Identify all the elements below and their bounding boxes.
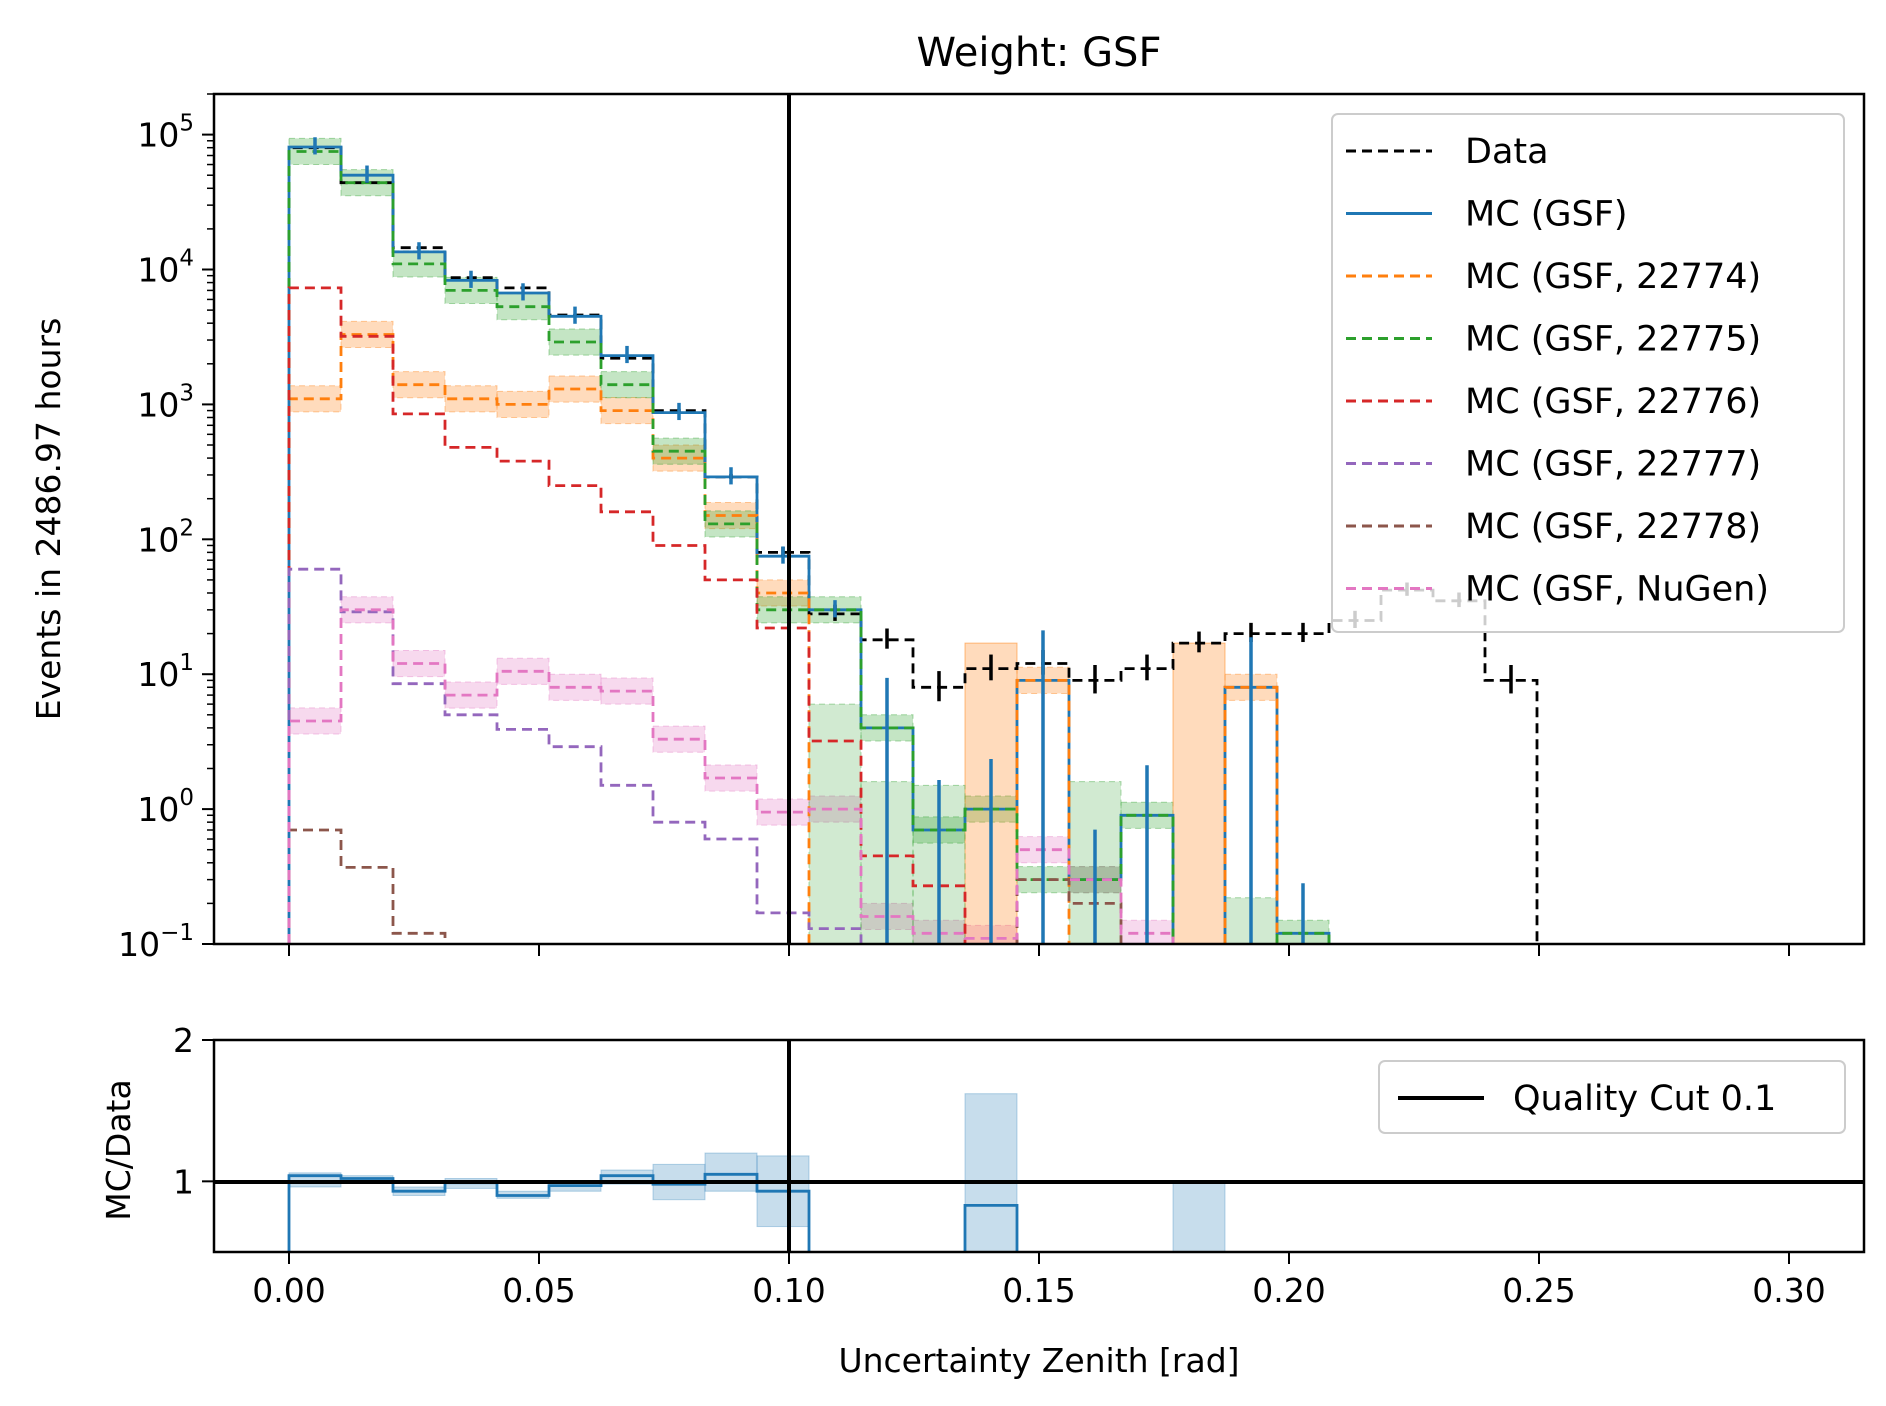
band-green-bin-10 <box>808 703 862 944</box>
band-mc-gsf-22774-bin-6 <box>600 397 654 425</box>
main-legend: Data MC (GSF) MC (GSF, 22774) MC (GSF, 2277… <box>1331 113 1845 633</box>
main-panel: 10−1 100 101 102 103 104 105 Events in 2486.97… <box>29 92 1866 964</box>
x-tick-label-0.00: 0.00 <box>252 1271 325 1310</box>
legend-label-mc-gsf-22777: MC (GSF, 22777) <box>1465 445 1761 485</box>
series-mc-gsf-22777 <box>287 567 863 944</box>
legend-label-mc-gsf: MC (GSF) <box>1465 195 1628 235</box>
legend-label-mc-gsf-22775: MC (GSF, 22775) <box>1465 320 1761 360</box>
x-tick-label-0.30: 0.30 <box>1752 1271 1825 1310</box>
x-axis-title: Uncertainty Zenith [rad] <box>838 1341 1239 1380</box>
band-mc-gsf-nugen-bin-10 <box>808 795 862 823</box>
legend-label-quality-cut: Quality Cut 0.1 <box>1513 1079 1776 1119</box>
ratio-series-mc-gsf <box>287 1172 1019 1252</box>
main-x-ticks <box>288 944 1790 956</box>
legend-label-mc-gsf-22774: MC (GSF, 22774) <box>1465 257 1761 297</box>
ratio-panel: 12 0.00 0.05 0.10 0.15 0.20 0.25 0.30 MC/Data … <box>99 1021 1866 1380</box>
y-tick-label-3: 103 <box>137 380 194 424</box>
series-mc-gsf-nugen <box>287 608 1175 944</box>
y-tick-label-2: 102 <box>137 515 194 559</box>
x-tick-label-0.25: 0.25 <box>1502 1271 1575 1310</box>
x-tick-label-0.10: 0.10 <box>752 1271 825 1310</box>
y-tick-label-1: 101 <box>137 650 194 694</box>
ratio-band-bin-8 <box>704 1152 758 1192</box>
legend-label-data: Data <box>1465 132 1549 172</box>
ratio-y-ticks: 12 <box>173 1021 214 1201</box>
chart-title: Weight: GSF <box>917 30 1162 76</box>
ratio-lines <box>287 1172 1019 1252</box>
series-mc-gsf-22776 <box>287 286 967 944</box>
series-data <box>287 146 1539 944</box>
x-tick-label-0.20: 0.20 <box>1252 1271 1325 1310</box>
main-y-ticks: 10−1 100 101 102 103 104 105 <box>118 93 214 964</box>
y-tick-label-0: 100 <box>137 785 194 829</box>
y-tick-label-4: 104 <box>137 246 194 290</box>
ratio-legend: Quality Cut 0.1 <box>1378 1060 1846 1134</box>
ratio-y-tick-label-2: 2 <box>173 1021 194 1060</box>
ratio-y-axis-title: MC/Data <box>99 1079 138 1220</box>
series-mc-gsf-22774 <box>287 333 1279 944</box>
y-tick-label--1: 10−1 <box>118 920 194 964</box>
band-wide-bin-17 <box>1172 642 1226 944</box>
x-tick-label-0.15: 0.15 <box>1002 1271 1075 1310</box>
ratio-band-bin-17 <box>1172 1180 1226 1252</box>
y-tick-label-5: 105 <box>137 111 194 155</box>
ratio-x-ticks: 0.00 0.05 0.10 0.15 0.20 0.25 0.30 <box>252 1252 1826 1310</box>
ratio-band-bin-13 <box>964 1093 1018 1252</box>
x-tick-label-0.05: 0.05 <box>502 1271 575 1310</box>
main-y-axis-title: Events in 2486.97 hours <box>29 318 68 721</box>
legend-label-mc-gsf-22776: MC (GSF, 22776) <box>1465 382 1761 422</box>
legend-label-mc-gsf-nugen: MC (GSF, NuGen) <box>1465 570 1769 610</box>
band-mc-gsf-nugen-bin-1 <box>340 596 394 624</box>
legend-label-mc-gsf-22778: MC (GSF, 22778) <box>1465 507 1761 547</box>
ratio-y-tick-label-1: 1 <box>173 1162 194 1201</box>
